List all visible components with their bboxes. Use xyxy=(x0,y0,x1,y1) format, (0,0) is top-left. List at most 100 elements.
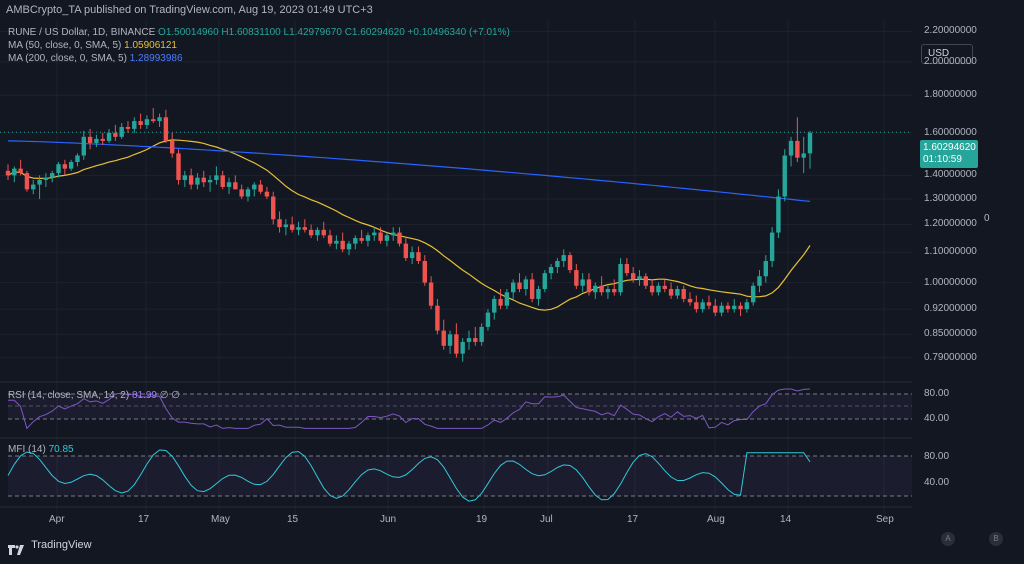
tradingview-logo-icon xyxy=(8,540,24,556)
rsi-extra: ∅ ∅ xyxy=(159,390,180,401)
price-label: 0.85000000 xyxy=(924,328,977,340)
rsi-line xyxy=(8,388,811,430)
mfi-tick-80: 80.00 xyxy=(924,451,950,462)
candle-body xyxy=(536,289,541,299)
candle-body xyxy=(359,238,364,241)
ma50-value: 1.05906121 xyxy=(124,40,177,51)
candle-body xyxy=(24,173,30,190)
candle-body xyxy=(403,243,409,259)
candle-body xyxy=(113,132,118,137)
symbol-label: RUNE / US Dollar, 1D, BINANCE xyxy=(8,27,156,38)
candles xyxy=(5,107,813,362)
candle-body xyxy=(296,227,301,230)
time-label: 17 xyxy=(627,514,639,525)
candle-body xyxy=(258,184,263,192)
candle-body xyxy=(87,136,93,143)
candle-body xyxy=(428,282,434,306)
candle-body xyxy=(50,173,55,178)
candle-body xyxy=(447,334,453,346)
mfi-legend: MFI (14) 70.85 xyxy=(8,443,74,456)
currency-button[interactable]: USD xyxy=(921,44,973,64)
candle-body xyxy=(738,305,743,310)
mfi-pane xyxy=(0,437,912,508)
candle-body xyxy=(176,153,181,180)
footer: TradingView xyxy=(0,533,1024,557)
time-label: 15 xyxy=(287,514,299,525)
price-label: 1.00000000 xyxy=(924,276,977,288)
candle-body xyxy=(605,289,611,293)
candle-body xyxy=(391,232,396,236)
candle-body xyxy=(315,229,320,236)
candle-body xyxy=(43,177,49,180)
candle-body xyxy=(561,255,566,262)
candle-body xyxy=(466,338,472,342)
candle-body xyxy=(624,264,630,274)
grid-lines xyxy=(0,20,912,520)
auto-scale-button[interactable]: A xyxy=(941,532,955,546)
candle-body xyxy=(18,168,23,174)
current-price-tag: 1.60294620 01:10:59 xyxy=(920,140,978,168)
candle-body xyxy=(422,261,427,283)
candle-body xyxy=(409,252,415,259)
indicator-lines xyxy=(7,139,811,311)
candle-body xyxy=(37,179,42,185)
candle-body xyxy=(384,235,390,241)
mfi-band xyxy=(8,456,912,496)
candle-body xyxy=(517,282,522,290)
candle-body xyxy=(372,232,377,236)
candle-body xyxy=(346,243,352,250)
candle-body xyxy=(567,255,573,271)
ma200-line xyxy=(7,140,811,202)
candle-body xyxy=(473,338,478,342)
ohlc-values: O1.50014960 H1.60831100 L1.42979670 C1.6… xyxy=(158,27,510,38)
rsi-value: 81.99 xyxy=(131,390,157,401)
rsi-label: RSI (14, close, SMA, 14, 2) xyxy=(8,390,130,401)
candle-body xyxy=(182,175,188,180)
time-label: Sep xyxy=(876,514,894,525)
candle-body xyxy=(492,298,497,313)
candle-body xyxy=(618,264,623,293)
log-scale-button[interactable]: B xyxy=(989,532,1003,546)
candle-body xyxy=(334,240,339,244)
footer-brand: TradingView xyxy=(31,539,92,551)
candle-body xyxy=(100,138,105,141)
candle-body xyxy=(378,232,383,241)
candle-body xyxy=(668,289,674,296)
candle-body xyxy=(68,162,74,169)
price-label: 2.20000000 xyxy=(924,25,977,37)
candle-body xyxy=(214,175,219,180)
candle-body xyxy=(769,232,775,262)
candle-body xyxy=(435,305,440,331)
price-label: 1.20000000 xyxy=(924,218,977,230)
price-label: 0.92000000 xyxy=(924,303,977,315)
candle-body xyxy=(283,224,289,228)
rsi-tick-80: 80.00 xyxy=(924,388,950,399)
candle-body xyxy=(239,189,244,197)
candle-body xyxy=(31,184,36,190)
price-label: 1.10000000 xyxy=(924,246,977,258)
candle-body xyxy=(151,119,156,122)
mfi-value: 70.85 xyxy=(48,444,74,455)
candle-body xyxy=(593,285,598,293)
candle-body xyxy=(454,334,459,354)
candle-body xyxy=(807,132,813,154)
rsi-legend: RSI (14, close, SMA, 14, 2) 81.99 ∅ ∅ xyxy=(8,389,180,402)
candle-body xyxy=(750,285,756,303)
mfi-label: MFI (14) xyxy=(8,444,46,455)
candle-body xyxy=(776,196,781,233)
main-legend: RUNE / US Dollar, 1D, BINANCE O1.5001496… xyxy=(8,26,510,65)
rsi-pane xyxy=(0,381,912,430)
chart-area[interactable]: RUNE / US Dollar, 1D, BINANCE O1.5001496… xyxy=(0,20,1024,546)
candle-body xyxy=(252,184,257,190)
candle-body xyxy=(106,132,112,141)
mfi-line xyxy=(7,449,811,502)
time-label: 14 xyxy=(780,514,792,525)
candle-body xyxy=(169,140,175,154)
time-label: Jun xyxy=(380,514,397,525)
price-label: 1.80000000 xyxy=(924,89,977,101)
candle-body xyxy=(694,302,699,310)
candle-body xyxy=(397,232,402,244)
candle-body xyxy=(479,326,484,342)
candle-body xyxy=(62,164,68,169)
chart-canvas[interactable] xyxy=(0,20,1024,530)
